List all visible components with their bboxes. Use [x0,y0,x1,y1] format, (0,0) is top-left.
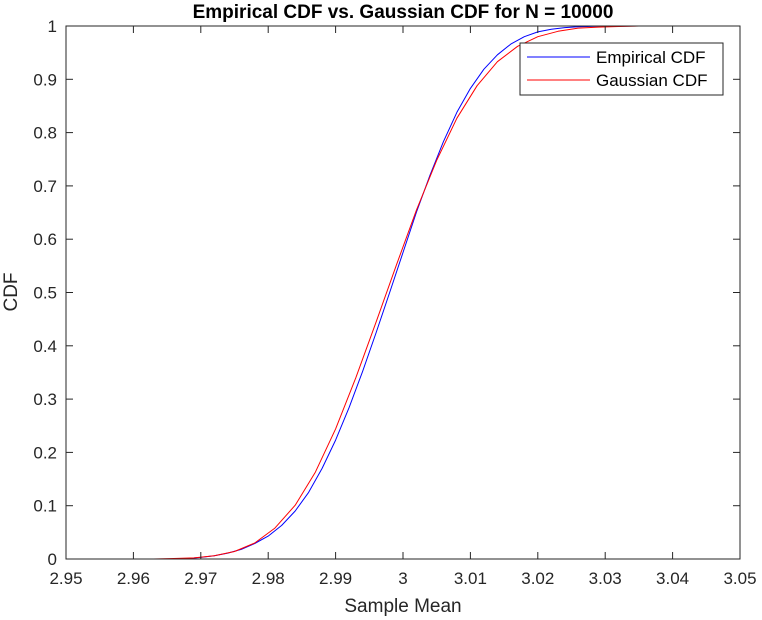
legend-label-gaussian: Gaussian CDF [596,71,707,90]
y-axis-label: CDF [1,272,22,311]
x-tick-label: 3.04 [656,569,689,588]
series-layer [113,25,693,560]
y-tick-label: 0.3 [33,390,57,409]
y-tick-label: 0.6 [33,230,57,249]
y-tick-label: 0.8 [33,124,57,143]
y-tick-label: 0.9 [33,70,57,89]
y-tick-label: 0.1 [33,497,57,516]
plot-area [66,26,740,559]
legend-box [519,42,724,96]
legend: Empirical CDF Gaussian CDF [519,42,724,96]
x-axis-label: Sample Mean [344,596,461,617]
y-tick-label: 1 [48,17,57,36]
x-tick-label: 2.99 [319,569,352,588]
x-tick-label: 3.03 [589,569,622,588]
y-tick-label: 0.5 [33,284,57,303]
series-line-gaussian-cdf [113,25,693,560]
legend-label-empirical: Empirical CDF [596,48,706,67]
y-tick-label: 0.4 [33,337,57,356]
x-tick-label: 3.02 [521,569,554,588]
x-tick-label: 2.97 [184,569,217,588]
x-tick-label: 3 [398,569,407,588]
x-tick-label: 2.96 [117,569,150,588]
y-tick-label: 0.2 [33,443,57,462]
x-tick-label: 3.05 [723,569,756,588]
y-tick-label: 0 [48,550,57,569]
x-tick-label: 3.01 [454,569,487,588]
y-tick-label: 0.7 [33,177,57,196]
chart-title: Empirical CDF vs. Gaussian CDF for N = 1… [193,2,614,23]
series-line-empirical-cdf [173,25,633,560]
tick-layer: 2.95 2.96 2.97 2.98 2.99 3 3.01 3.02 3.03 3.04 3.0… [33,17,756,588]
x-tick-label: 2.95 [49,569,82,588]
x-tick-label: 2.98 [252,569,285,588]
